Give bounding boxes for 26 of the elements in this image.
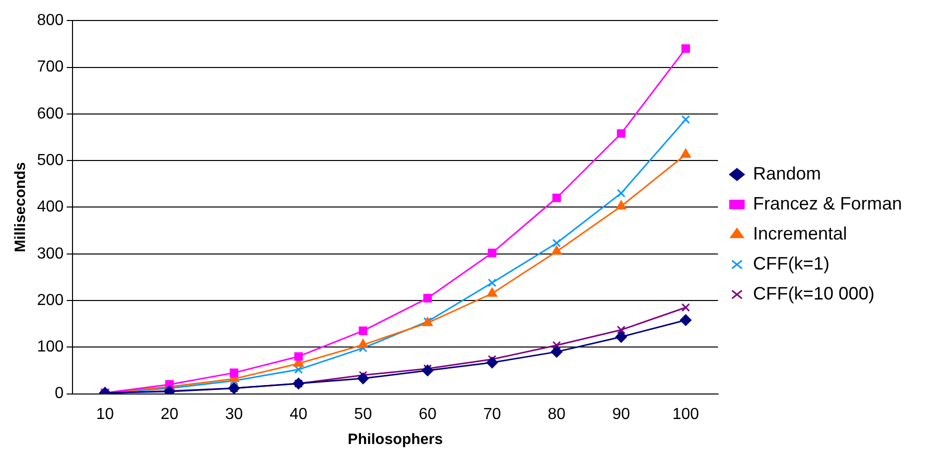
y-tick-label: 700: [36, 58, 64, 76]
legend-label: CFF(k=1): [752, 253, 830, 274]
x-tick-label: 30: [225, 406, 244, 423]
x-tick-label: 70: [483, 406, 502, 423]
y-tick-label: 800: [36, 12, 64, 30]
y-tick-label: 200: [36, 292, 64, 309]
y-tick-label: 500: [36, 152, 64, 169]
x-tick-label: 60: [418, 406, 437, 423]
x-tick-label: 80: [548, 406, 566, 423]
x-axis-title: Philosophers: [348, 431, 443, 448]
x-tick-label: 50: [354, 406, 372, 423]
x-tick-label: 10: [96, 406, 114, 423]
legend-label: Random: [752, 163, 821, 184]
y-tick-label: 600: [36, 105, 64, 122]
x-tick-label: 40: [290, 406, 308, 423]
x-tick-label: 20: [160, 406, 178, 423]
y-axis-title: Milliseconds: [12, 162, 30, 252]
legend-label: Francez & Forman: [752, 193, 902, 214]
y-tick-label: 0: [54, 385, 64, 402]
y-tick-label: 400: [36, 198, 64, 216]
y-tick-label: 100: [36, 338, 64, 356]
x-tick-label: 100: [672, 406, 700, 423]
legend-label: CFF(k=10 000): [752, 283, 874, 304]
y-tick-label: 300: [36, 245, 64, 262]
x-tick-label: 90: [612, 406, 630, 423]
legend-label: Incremental: [752, 223, 847, 244]
